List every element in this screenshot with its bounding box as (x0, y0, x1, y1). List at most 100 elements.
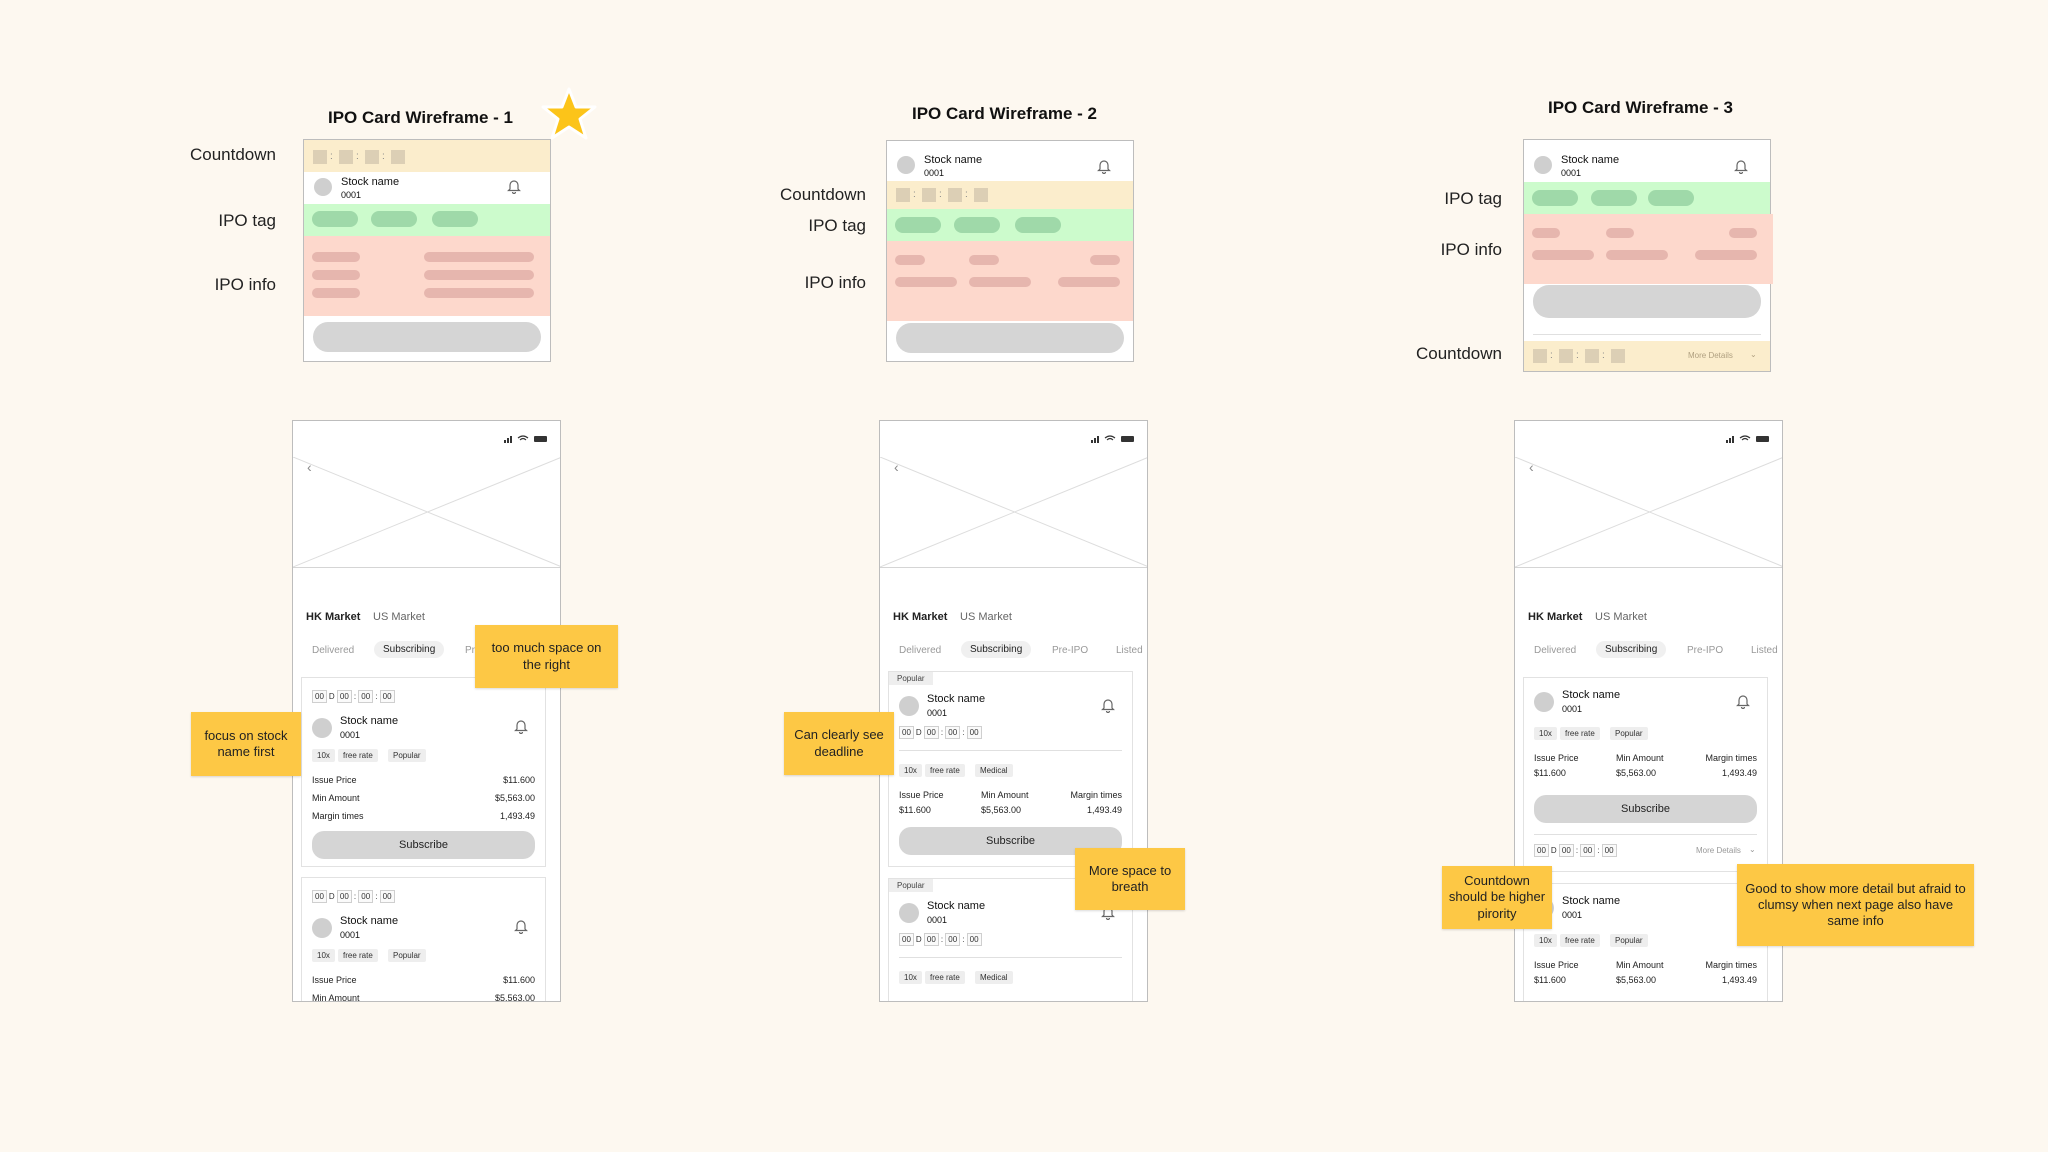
issue-price-label: Issue Price (1534, 753, 1579, 763)
wireframe-2-title: IPO Card Wireframe - 2 (912, 104, 1098, 123)
sticky-note: Countdown should be higher pirority (1442, 866, 1552, 929)
market-tab-hk[interactable]: HK Market (893, 611, 948, 623)
tag-chip: Medical (975, 971, 1013, 984)
sticky-note: focus on stock name first (191, 712, 301, 776)
margin-label: Margin times (1070, 790, 1122, 800)
market-tab-hk[interactable]: HK Market (306, 611, 361, 623)
ipo-card[interactable]: Popular Stock name 0001 00 D 00: 00: 00 1… (888, 671, 1133, 867)
tag-chip: Popular (1610, 727, 1648, 740)
countdown-band: : : : More Details ⌄ (1524, 341, 1770, 371)
ipo-card[interactable]: 00 D 00: 00: 00 Stock name 0001 10x free … (301, 877, 546, 1002)
bell-icon[interactable] (1101, 697, 1115, 713)
countdown: 00 D 00: 00: 00 (899, 933, 984, 946)
chevron-down-icon: ⌄ (1750, 350, 1757, 359)
tab-subscribing[interactable]: Subscribing (1596, 641, 1667, 658)
issue-price-value: $11.600 (503, 975, 535, 985)
avatar (1534, 156, 1552, 174)
ipo-card[interactable]: 00 D 00: 00: 00 Stock name 0001 10x free … (301, 677, 546, 867)
status-bar-icon (504, 435, 547, 443)
back-icon[interactable]: ‹ (307, 459, 312, 475)
label-ipo-info: IPO info (804, 273, 866, 292)
countdown: 00 D 00: 00: 00 (899, 726, 984, 739)
stock-name: Stock name (1561, 154, 1620, 166)
stock-code: 0001 (1562, 910, 1583, 920)
hero-image-placeholder: ‹ (880, 457, 1147, 568)
avatar (312, 918, 332, 938)
tab-pre-ipo[interactable]: Pr (465, 645, 475, 656)
ipo-card[interactable]: Popular Stock name 0001 00 D 00: 00: 00 1… (888, 878, 1133, 1001)
popular-badge: Popular (889, 879, 933, 892)
tab-delivered[interactable]: Delivered (899, 645, 942, 656)
min-amount-label: Min Amount (981, 790, 1029, 800)
tab-subscribing[interactable]: Subscribing (961, 641, 1032, 658)
tab-delivered[interactable]: Delivered (312, 645, 355, 656)
more-details-link[interactable]: More Details (1688, 351, 1733, 360)
label-ipo-info: IPO info (1440, 240, 1502, 259)
min-amount-value: $5,563.00 (1616, 768, 1657, 778)
tag-chip: free rate (338, 949, 378, 962)
min-amount-label: Min Amount (312, 993, 360, 1002)
stock-name: Stock name (924, 154, 983, 166)
phone-mockup-1: ‹ HK Market US Market Delivered Subscrib… (292, 420, 561, 1002)
min-amount-label: Min Amount (1616, 753, 1664, 763)
countdown: 00 D 00: 00: 00 (312, 890, 397, 903)
bell-icon[interactable] (1736, 693, 1750, 709)
bell-icon[interactable] (507, 178, 521, 194)
stock-code: 0001 (927, 915, 948, 925)
stock-name: Stock name (927, 900, 986, 912)
market-tab-us[interactable]: US Market (373, 611, 425, 623)
avatar (314, 178, 332, 196)
tag-chip: free rate (1560, 934, 1600, 947)
issue-price-value: $11.600 (1534, 768, 1566, 778)
chevron-down-icon: ⌄ (1749, 845, 1756, 854)
tag-chip: Popular (388, 749, 426, 762)
issue-price-value: $11.600 (899, 805, 931, 815)
tab-delivered[interactable]: Delivered (1534, 645, 1577, 656)
wireframe-1-card: : : : Stock name 0001 (303, 139, 551, 362)
ipo-info-band (304, 236, 550, 316)
ipo-card[interactable]: Stock name 0001 10x free rate Popular Is… (1523, 883, 1768, 1001)
popular-badge: Popular (889, 672, 933, 685)
tag-chip: 10x (899, 764, 922, 777)
ipo-tag-band (1524, 182, 1770, 214)
stock-name: Stock name (340, 715, 399, 727)
tag-chip: free rate (338, 749, 378, 762)
star-icon (541, 87, 597, 140)
stock-name: Stock name (341, 176, 400, 188)
bell-icon[interactable] (514, 718, 528, 734)
back-icon[interactable]: ‹ (894, 459, 899, 475)
tag-chip: free rate (925, 764, 965, 777)
margin-value: 1,493.49 (499, 811, 535, 821)
tab-pre-ipo[interactable]: Pre-IPO (1052, 645, 1089, 656)
label-countdown: Countdown (1415, 344, 1502, 363)
tab-listed[interactable]: Listed (1751, 645, 1778, 656)
bell-icon[interactable] (1734, 158, 1748, 174)
more-details-link[interactable]: More Details (1696, 846, 1741, 855)
tab-listed[interactable]: Listed (1116, 645, 1143, 656)
subscribe-button[interactable]: Subscribe (1534, 795, 1757, 823)
stock-name: Stock name (1562, 895, 1621, 907)
sticky-note: More space to breath (1075, 848, 1185, 910)
tab-subscribing[interactable]: Subscribing (374, 641, 445, 658)
issue-price-label: Issue Price (1534, 960, 1579, 970)
ipo-info-band (887, 241, 1133, 321)
tag-chip: 10x (312, 749, 335, 762)
tab-pre-ipo[interactable]: Pre-IPO (1687, 645, 1724, 656)
market-tab-us[interactable]: US Market (960, 611, 1012, 623)
tag-chip: 10x (1534, 727, 1557, 740)
market-tab-us[interactable]: US Market (1595, 611, 1647, 623)
tag-chip: 10x (899, 971, 922, 984)
wireframe-3-card: Stock name 0001 : : : More Details ⌄ (1523, 139, 1773, 372)
market-tab-hk[interactable]: HK Market (1528, 611, 1583, 623)
issue-price-label: Issue Price (899, 790, 944, 800)
stock-code: 0001 (340, 730, 361, 740)
ipo-card[interactable]: Stock name 0001 10x free rate Popular Is… (1523, 677, 1768, 872)
subscribe-button[interactable]: Subscribe (312, 831, 535, 859)
countdown-band: : : : (304, 140, 550, 172)
sticky-note: too much space on the right (475, 625, 618, 688)
min-amount-value: $5,563.00 (1616, 975, 1657, 985)
bell-icon[interactable] (514, 918, 528, 934)
bell-icon[interactable] (1097, 158, 1111, 174)
stock-code: 0001 (340, 930, 361, 940)
back-icon[interactable]: ‹ (1529, 459, 1534, 475)
